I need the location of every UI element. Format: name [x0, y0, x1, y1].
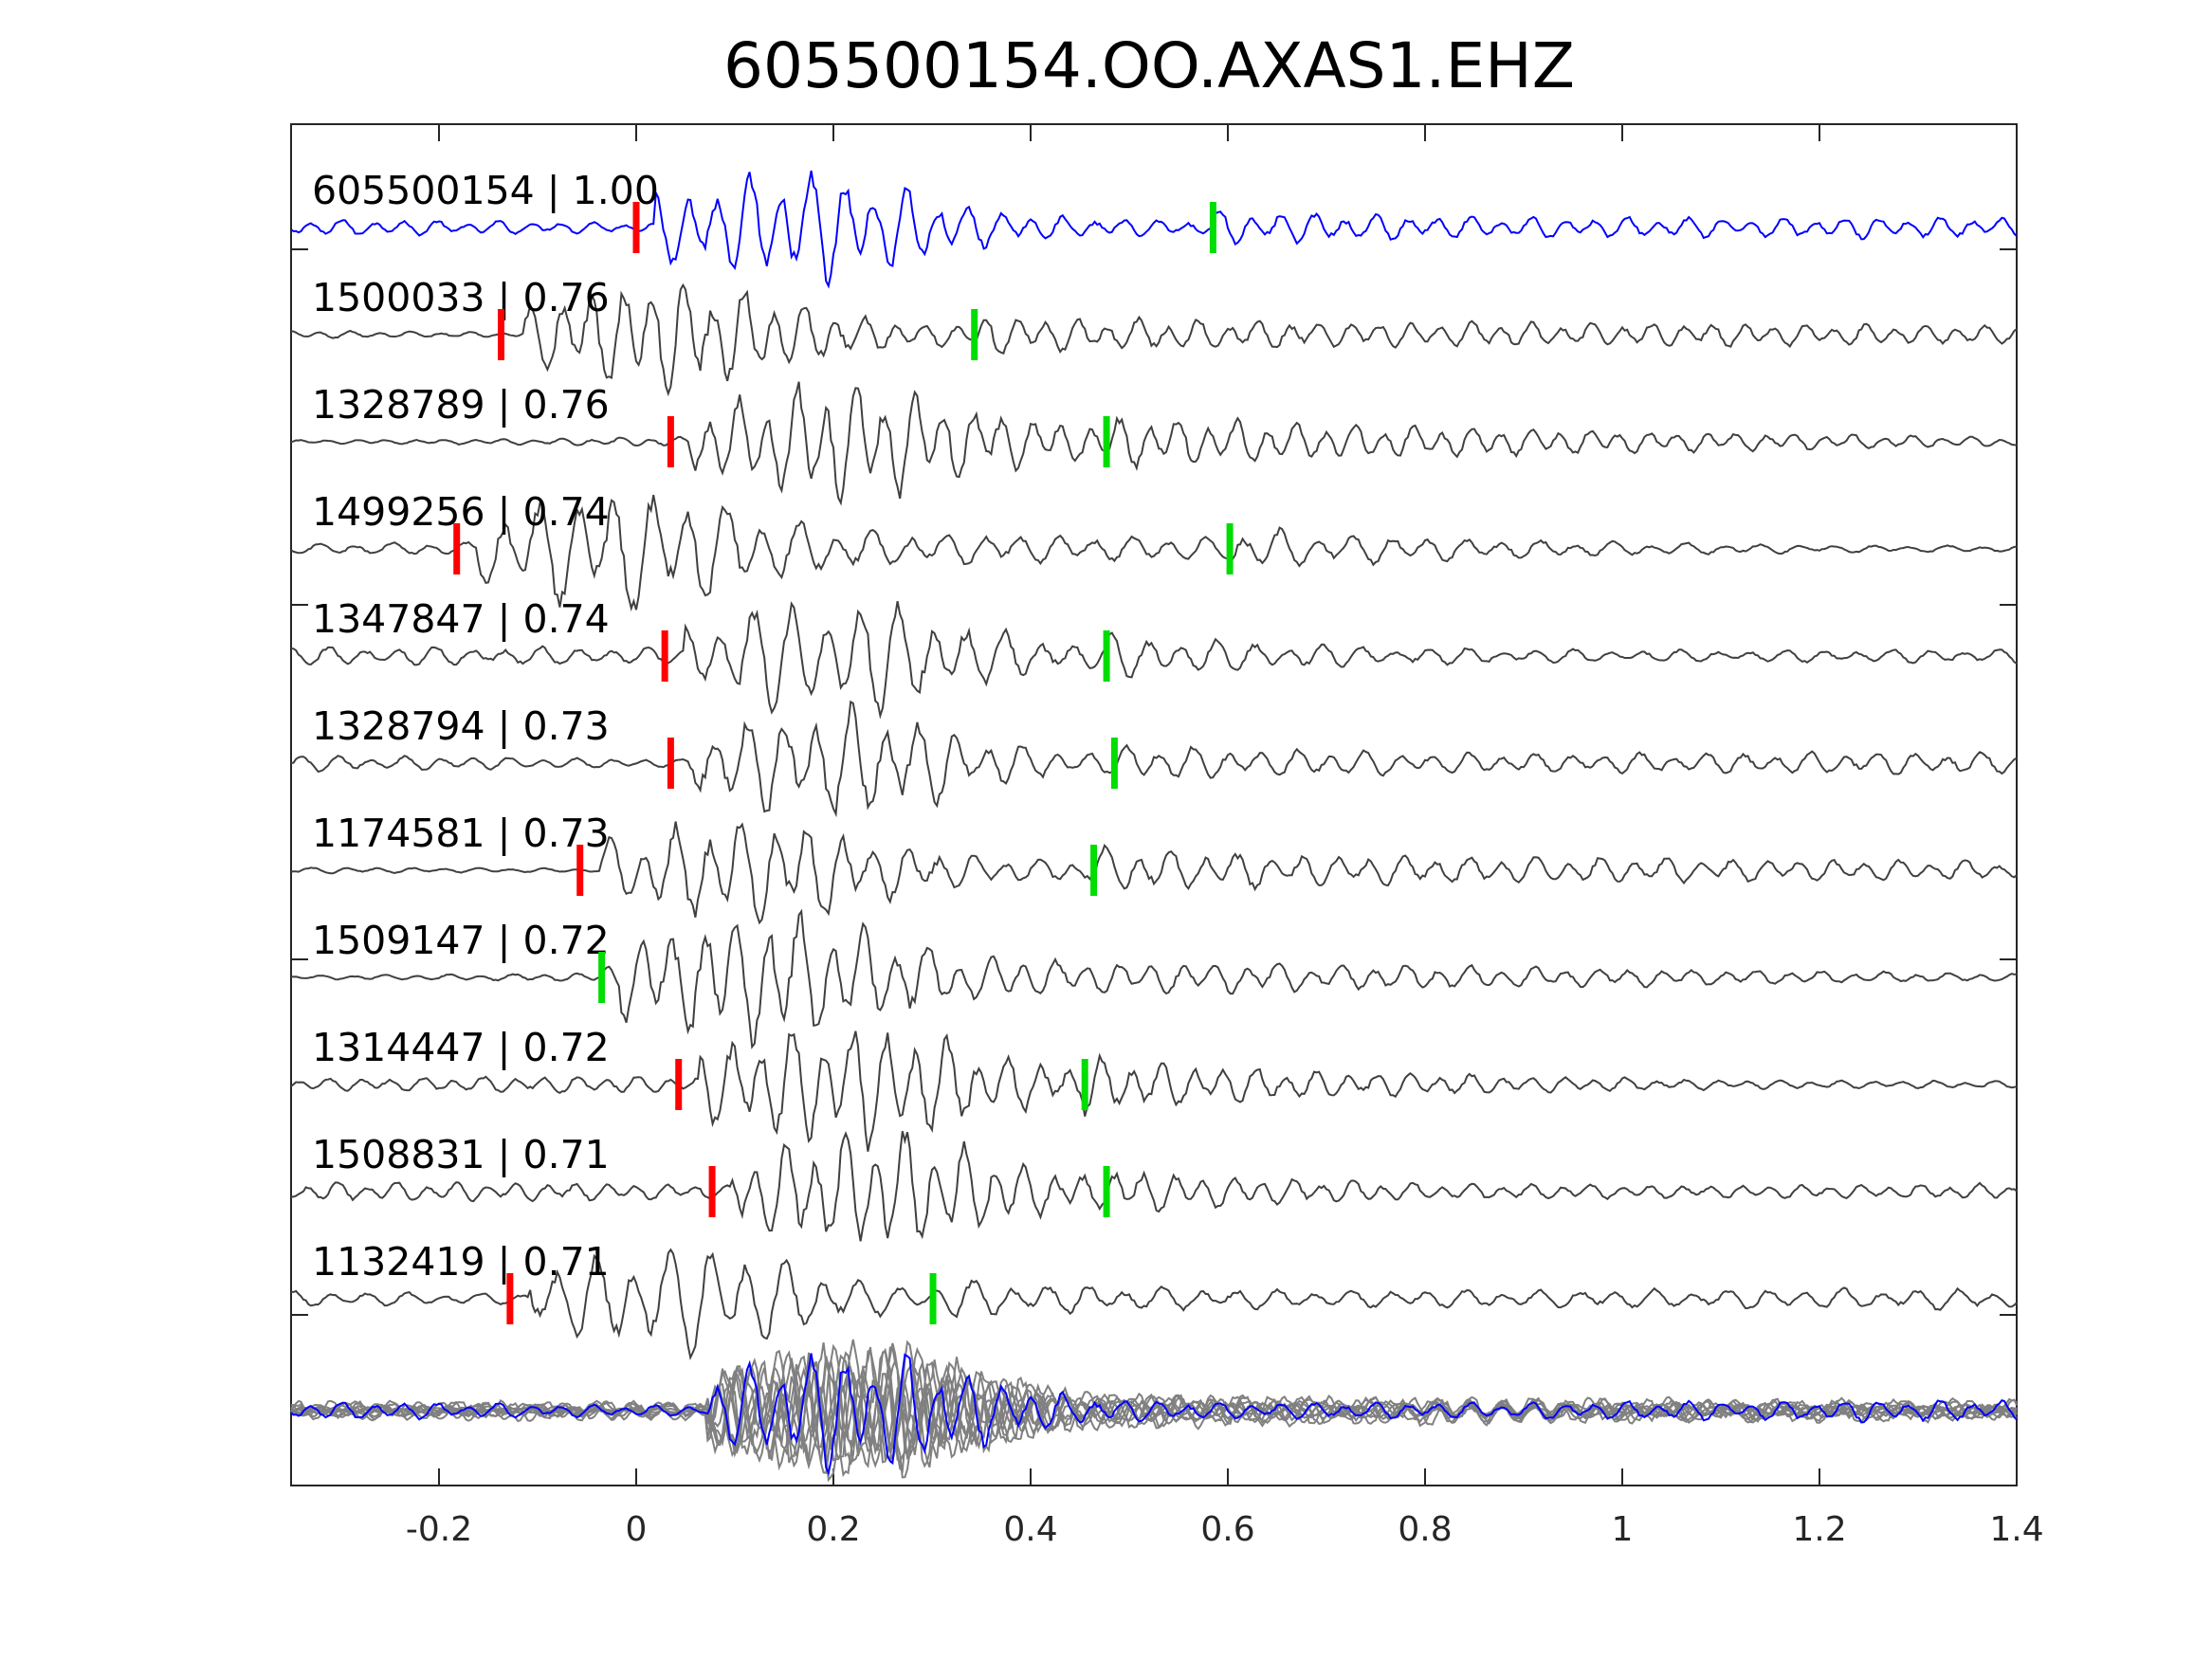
- trace-label: 605500154 | 1.00: [312, 168, 659, 213]
- trace-label: 1508831 | 0.71: [312, 1132, 610, 1177]
- overlay-stack: [291, 1340, 2017, 1480]
- trace-label: 1347847 | 0.74: [312, 596, 610, 642]
- x-tick-label: 1.4: [1989, 1510, 2043, 1549]
- trace-label: 1499256 | 0.74: [312, 489, 610, 535]
- trace-label: 1500033 | 0.76: [312, 275, 610, 320]
- trace-labels: 605500154 | 1.00 1500033 | 0.76 1328789 | …: [312, 168, 659, 1285]
- trace-label: 1174581 | 0.73: [312, 811, 610, 856]
- chart-title: 605500154.OO.AXAS1.EHZ: [723, 29, 1575, 102]
- x-tick-label: 1.2: [1792, 1510, 1846, 1549]
- x-tick-label: 0.2: [806, 1510, 860, 1549]
- x-tick-label: 0: [626, 1510, 648, 1549]
- trace-label: 1328789 | 0.76: [312, 382, 610, 428]
- x-tick-label: 0.4: [1003, 1510, 1057, 1549]
- x-tick-label: 0.8: [1398, 1510, 1452, 1549]
- x-tick-label: 1: [1612, 1510, 1634, 1549]
- trace-label: 1132419 | 0.71: [312, 1239, 610, 1285]
- x-tick-label: -0.2: [406, 1510, 472, 1549]
- seismogram-traces: [291, 171, 2017, 1358]
- trace-label: 1328794 | 0.73: [312, 703, 610, 749]
- trace-label: 1509147 | 0.72: [312, 918, 610, 963]
- trace-label: 1314447 | 0.72: [312, 1025, 610, 1070]
- x-tick-label: 0.6: [1200, 1510, 1254, 1549]
